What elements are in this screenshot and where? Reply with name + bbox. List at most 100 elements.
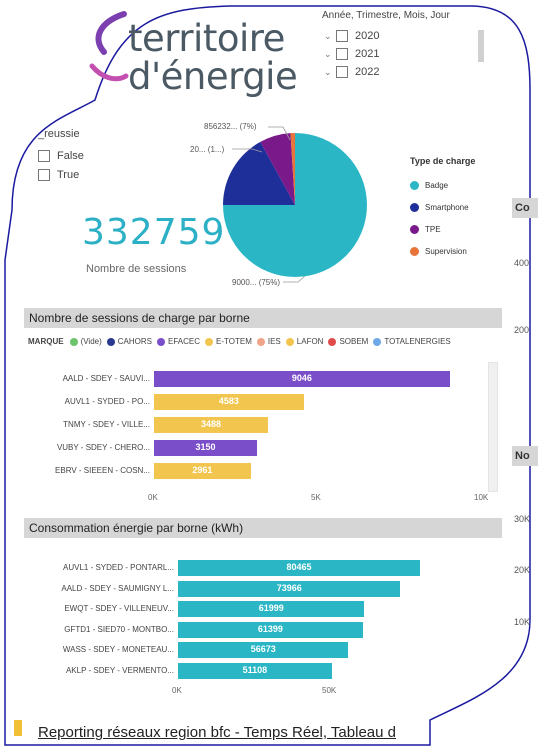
axis-tick-label: 0K bbox=[172, 686, 182, 695]
bar-value-label: 61399 bbox=[257, 623, 283, 634]
date-slicer-title: Année, Trimestre, Mois, Jour bbox=[322, 10, 450, 21]
cut-tick-20k: 20K bbox=[514, 565, 531, 575]
legend-label: Smartphone bbox=[425, 202, 469, 212]
cut-tick-10k: 10K bbox=[514, 617, 531, 627]
bar-value-label: 61999 bbox=[258, 603, 284, 613]
checkbox[interactable] bbox=[38, 149, 50, 162]
legend-dot bbox=[410, 246, 419, 256]
kpi-label: Nombre de sessions bbox=[86, 263, 187, 275]
bar-category-label: EWQT - SDEY - VILLENEUV... bbox=[64, 604, 174, 613]
legend-dot bbox=[410, 224, 419, 234]
logo-line2: d'énergie bbox=[128, 55, 298, 98]
marque-item-ies[interactable]: IES bbox=[256, 337, 281, 346]
logo-swirl-icon bbox=[89, 11, 129, 82]
marque-item-vide[interactable]: (Vide) bbox=[69, 337, 102, 346]
bar[interactable] bbox=[154, 394, 304, 410]
date-item-2020[interactable]: ⌄ 2020 bbox=[322, 27, 450, 45]
legend-dot bbox=[157, 337, 165, 346]
bar-value-label: 73966 bbox=[276, 582, 302, 593]
bar-category-label: GFTD1 - SIED70 - MONTBO... bbox=[64, 624, 174, 634]
reussie-item-true[interactable]: True bbox=[38, 165, 84, 184]
marque-item-cahors[interactable]: CAHORS bbox=[106, 337, 152, 346]
legend-label: TPE bbox=[425, 224, 441, 234]
bar-value-label: 51108 bbox=[242, 664, 268, 675]
chevron-down-icon[interactable]: ⌄ bbox=[324, 48, 332, 59]
checkbox[interactable] bbox=[38, 168, 50, 181]
date-slicer-scrollbar[interactable] bbox=[478, 30, 484, 62]
report-title-link[interactable]: Reporting réseaux region bfc - Temps Rée… bbox=[38, 724, 396, 741]
bar[interactable] bbox=[178, 601, 365, 617]
marque-item-totalenergies[interactable]: TOTALENERGIES bbox=[373, 337, 451, 346]
bar-value-label: 80465 bbox=[286, 562, 312, 572]
legend-item-tpe[interactable]: TPE bbox=[410, 218, 475, 240]
marque-item-efacec[interactable]: EFACEC bbox=[157, 337, 200, 346]
axis-tick-label: 10K bbox=[474, 493, 489, 502]
pie-slice-tpe[interactable] bbox=[260, 133, 295, 205]
bar[interactable] bbox=[178, 642, 349, 658]
pie-slice-smartphone[interactable] bbox=[223, 141, 295, 205]
marque-label: (Vide) bbox=[80, 337, 102, 346]
legend-item-badge[interactable]: Badge bbox=[410, 174, 475, 196]
cut-tick-200: 200 bbox=[514, 325, 530, 335]
bar-value-label: 2961 bbox=[192, 465, 213, 475]
reussie-label: False bbox=[57, 149, 84, 162]
bar-category-label: AUVL1 - SYDED - PONTARL... bbox=[63, 563, 174, 572]
legend-item-supervision[interactable]: Supervision bbox=[410, 240, 475, 262]
sessions-chart-scrollbar[interactable] bbox=[488, 362, 498, 492]
pie-label-tpe: 856232... (7%) bbox=[204, 122, 257, 131]
pie-label-supervision: 20... (1...) bbox=[190, 145, 225, 154]
reussie-slicer: _reussie False True bbox=[38, 128, 84, 184]
checkbox[interactable] bbox=[336, 48, 348, 60]
date-label: 2021 bbox=[355, 48, 380, 60]
marque-item-etotem[interactable]: E-TOTEM bbox=[205, 337, 252, 346]
date-item-2021[interactable]: ⌄ 2021 bbox=[322, 45, 450, 63]
kpi-value: 332759 bbox=[82, 212, 226, 253]
bar-value-label: 3150 bbox=[195, 442, 216, 452]
bar-category-label: WASS - SDEY - MONETEAU... bbox=[62, 645, 174, 654]
reussie-slicer-title: _reussie bbox=[38, 128, 80, 140]
marque-legend: MARQUE (Vide) CAHORS EFACEC E-TOTEM IES … bbox=[28, 337, 456, 346]
reussie-label: True bbox=[57, 168, 80, 181]
marque-item-sobem[interactable]: SOBEM bbox=[328, 337, 368, 346]
report-icon bbox=[14, 720, 22, 736]
cut-visual-header-1: Co bbox=[512, 198, 538, 218]
legend-dot bbox=[205, 337, 214, 346]
bar[interactable] bbox=[178, 580, 401, 597]
axis-tick-label: 50K bbox=[322, 686, 337, 695]
legend-item-smartphone[interactable]: Smartphone bbox=[410, 196, 475, 218]
bar-category-label: AKLP - SDEY - VERMENTO... bbox=[65, 665, 174, 675]
legend-dot bbox=[106, 337, 115, 346]
bar[interactable] bbox=[178, 621, 363, 638]
pie-chart[interactable] bbox=[220, 130, 370, 280]
pie-label-badge: 9000... (75%) bbox=[232, 278, 281, 287]
marque-legend-title: MARQUE bbox=[28, 337, 64, 346]
marque-item-lafon[interactable]: LAFON bbox=[285, 337, 324, 346]
marque-label: CAHORS bbox=[117, 337, 152, 346]
reussie-item-false[interactable]: False bbox=[38, 146, 84, 165]
bar[interactable] bbox=[178, 662, 332, 679]
legend-dot bbox=[285, 337, 294, 346]
date-label: 2022 bbox=[355, 66, 380, 78]
bar[interactable] bbox=[154, 371, 450, 387]
bar[interactable] bbox=[178, 560, 420, 576]
legend-dot bbox=[373, 337, 382, 346]
logo-text: territoire d'énergie bbox=[128, 20, 298, 98]
legend-label: Supervision bbox=[425, 246, 467, 256]
date-item-2022[interactable]: ⌄ 2022 bbox=[322, 63, 450, 81]
legend-dot bbox=[69, 337, 78, 346]
chevron-down-icon[interactable]: ⌄ bbox=[324, 30, 332, 41]
pie-legend: Type de charge Badge Smartphone TPE Supe… bbox=[410, 156, 475, 262]
checkbox[interactable] bbox=[336, 66, 348, 78]
energy-chart-header: Consommation énergie par borne (kWh) bbox=[24, 518, 502, 538]
bar[interactable] bbox=[154, 417, 269, 433]
pie-slice-supervision[interactable] bbox=[290, 133, 295, 205]
cut-visual-header-2: No bbox=[512, 446, 538, 466]
bar[interactable] bbox=[154, 440, 257, 456]
legend-dot bbox=[410, 180, 419, 190]
marque-label: LAFON bbox=[296, 337, 324, 346]
marque-label: TOTALENERGIES bbox=[384, 337, 451, 346]
bar[interactable] bbox=[154, 463, 251, 479]
chevron-down-icon[interactable]: ⌄ bbox=[324, 66, 332, 77]
checkbox[interactable] bbox=[336, 30, 348, 42]
